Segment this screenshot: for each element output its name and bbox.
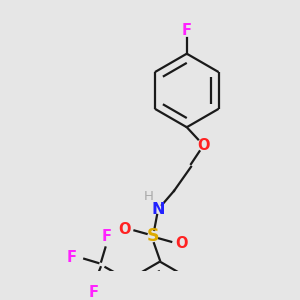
Text: S: S <box>147 227 159 245</box>
Text: O: O <box>197 138 210 153</box>
Text: H: H <box>144 190 154 203</box>
Text: F: F <box>182 23 192 38</box>
Text: O: O <box>175 236 188 251</box>
Text: F: F <box>102 229 112 244</box>
Text: F: F <box>89 285 99 300</box>
Text: F: F <box>67 250 76 265</box>
Text: O: O <box>118 222 131 237</box>
Text: N: N <box>152 202 165 217</box>
